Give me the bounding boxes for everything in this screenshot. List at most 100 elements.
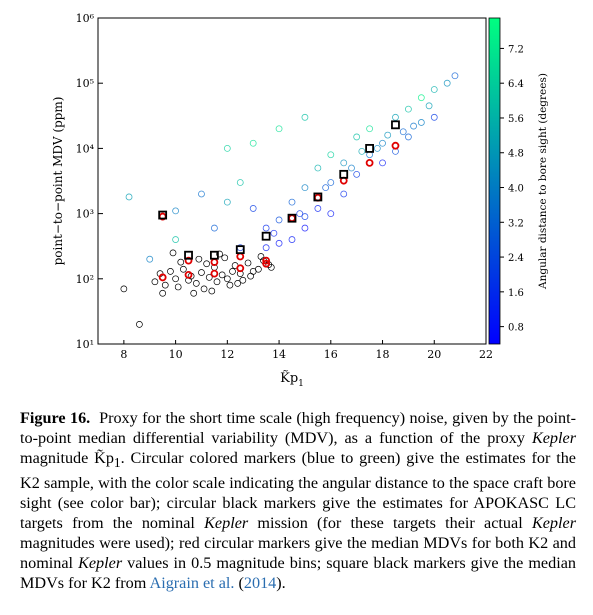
citation-link[interactable]: Aigrain et al. [149, 574, 235, 593]
x-axis-label-main: K̃p [280, 370, 298, 386]
point [221, 254, 229, 262]
k2-point [223, 198, 231, 206]
point [190, 289, 198, 297]
y-tick-label: 10² [76, 273, 94, 286]
k2-point [425, 102, 433, 110]
k2-point [417, 94, 425, 102]
point [262, 259, 271, 268]
x-tick-label: 14 [272, 348, 286, 361]
x-tick-label: 10 [169, 348, 183, 361]
caption-text: mission (for these targets their actual [248, 514, 532, 533]
caption-italic: Kepler [78, 554, 123, 573]
colorbar-label: Angular distance to bore sight (degrees) [537, 73, 549, 290]
k2-point [410, 122, 417, 130]
point [236, 264, 245, 273]
citation-year-link[interactable]: 2014 [243, 574, 277, 593]
point [236, 252, 245, 261]
k2-point [443, 79, 451, 87]
k2-point [275, 239, 283, 247]
point [365, 158, 374, 167]
point [200, 285, 208, 293]
y-tick-label: 10⁶ [76, 12, 95, 25]
point [159, 289, 167, 297]
k2-point [384, 131, 392, 139]
point [192, 280, 200, 287]
k2-point [270, 229, 278, 237]
k2-point [348, 164, 355, 172]
x-tick-label: 18 [376, 348, 390, 361]
point [172, 275, 179, 283]
median-square-marker [235, 245, 245, 255]
k2-point [340, 190, 348, 198]
k2-point [358, 147, 366, 155]
point [180, 265, 187, 273]
caption-text: values in 0.5 magnitude bins; square bla… [20, 554, 576, 593]
k2-point [249, 139, 257, 147]
point [210, 258, 219, 267]
k2-point [249, 205, 257, 212]
point [226, 281, 234, 289]
k2-point [353, 133, 361, 141]
point [151, 278, 159, 286]
plot-area [120, 72, 459, 328]
y-tick-label: 10⁵ [76, 77, 94, 90]
k2-point [430, 113, 438, 121]
k2-point [236, 179, 244, 186]
median-square-marker [391, 120, 400, 130]
point [229, 268, 236, 275]
point [262, 256, 271, 265]
colorbar-tick-label: 4.8 [508, 149, 524, 160]
caption-text: ( [234, 574, 244, 593]
k2-point [262, 244, 270, 252]
x-axis-label-subscript: 1 [298, 379, 304, 389]
k2-point [172, 207, 180, 215]
k2-point [223, 144, 231, 152]
median-square-marker [158, 210, 168, 220]
x-tick-label: 16 [324, 348, 338, 361]
k2-point [392, 113, 399, 121]
caption-text: . Circular colored markers (blue to gree… [20, 449, 576, 533]
median-square-marker [339, 169, 349, 179]
point [218, 271, 226, 279]
k2-point [327, 210, 335, 218]
k2-point [275, 125, 283, 133]
caption-subscript: 1 [113, 455, 121, 471]
point [120, 285, 128, 293]
k2-point [301, 184, 309, 192]
k2-point [275, 216, 283, 224]
point [239, 276, 247, 284]
caption-text: Proxy for the short time scale (high fre… [20, 409, 577, 447]
k2-point [288, 198, 296, 206]
k2-point [314, 205, 322, 212]
caption-text: ). [276, 574, 286, 593]
chart: point−to−point MDV (ppm) Angular distanc… [51, 12, 549, 389]
colorbar-tick-label: 1.6 [508, 288, 524, 299]
caption-label: Figure 16. [20, 409, 91, 427]
y-axis-label: point−to−point MDV (ppm) [51, 97, 65, 266]
point [136, 321, 143, 328]
point [184, 270, 193, 279]
colorbar-tick-label: 7.2 [508, 44, 524, 55]
k2-point [340, 159, 348, 167]
k2-point [262, 224, 270, 232]
point [257, 253, 265, 260]
k2-point [198, 190, 205, 198]
x-tick-label: 12 [220, 348, 234, 361]
point [223, 275, 231, 283]
caption-italic: Kepler [204, 514, 249, 533]
k2-point [210, 224, 218, 232]
k2-point [353, 170, 361, 178]
k2-point [314, 164, 322, 172]
x-tick-label: 8 [120, 348, 127, 361]
point [177, 258, 185, 266]
point [198, 269, 205, 276]
point [195, 255, 203, 263]
colorbar-tick-label: 5.6 [508, 114, 524, 125]
point [174, 283, 182, 291]
k2-point [373, 144, 381, 152]
colorbar-tick-label: 4.0 [508, 184, 524, 195]
point [216, 250, 223, 258]
y-tick-label: 10¹ [76, 338, 94, 351]
colorbar-tick-label: 2.4 [508, 253, 524, 264]
